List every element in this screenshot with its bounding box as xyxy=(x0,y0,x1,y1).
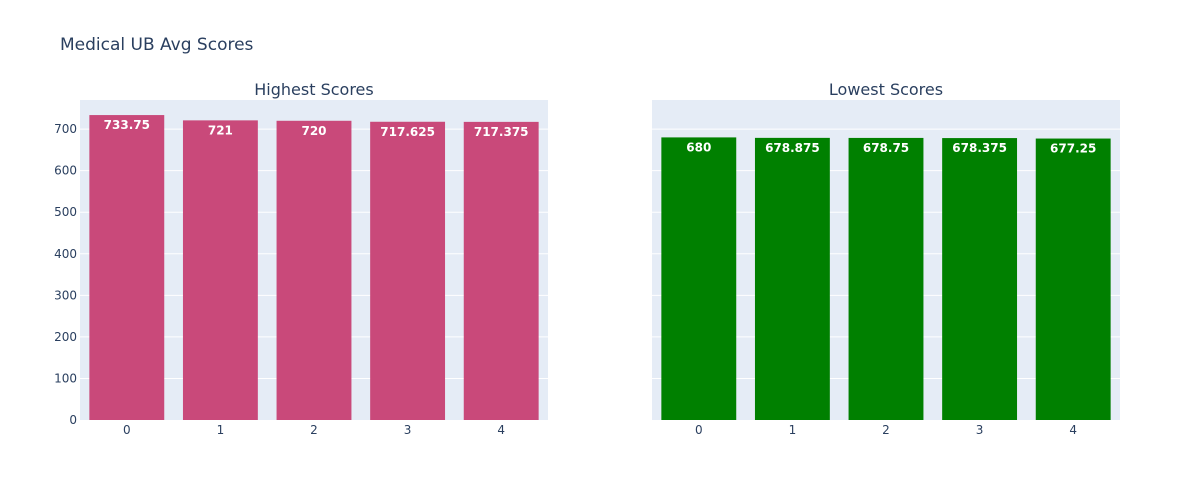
lowest-bar xyxy=(1035,138,1111,420)
highest-y-tick-label: 600 xyxy=(54,164,77,178)
lowest-bar-label: 677.25 xyxy=(1050,142,1096,156)
lowest-bar xyxy=(942,138,1018,420)
lowest-bar xyxy=(754,137,830,421)
lowest-x-tick-label: 0 xyxy=(695,423,703,437)
highest-subplot-title: Highest Scores xyxy=(254,80,373,99)
lowest-x-tick-label: 1 xyxy=(789,423,797,437)
highest-x-tick-label: 2 xyxy=(310,423,318,437)
highest-bar-label: 717.375 xyxy=(474,125,529,139)
lowest-x-tick-label: 4 xyxy=(1069,423,1077,437)
highest-bar-label: 717.625 xyxy=(380,125,435,139)
highest-bar-label: 720 xyxy=(301,124,326,138)
highest-bar-label: 733.75 xyxy=(104,118,150,132)
highest-bar xyxy=(463,121,539,421)
lowest-bar-label: 678.75 xyxy=(863,141,909,155)
lowest-bar xyxy=(848,137,924,421)
highest-x-tick-label: 0 xyxy=(123,423,131,437)
lowest-bar xyxy=(661,137,737,421)
highest-y-tick-label: 700 xyxy=(54,122,77,136)
highest-y-tick-label: 400 xyxy=(54,247,77,261)
highest-bar xyxy=(276,120,352,420)
lowest-bar-label: 678.375 xyxy=(952,141,1007,155)
chart-title: Medical UB Avg Scores xyxy=(60,35,254,55)
highest-bar xyxy=(182,120,258,420)
highest-y-tick-label: 200 xyxy=(54,330,77,344)
highest-y-tick-label: 300 xyxy=(54,288,77,302)
highest-x-tick-label: 3 xyxy=(404,423,412,437)
lowest-x-tick-label: 3 xyxy=(976,423,984,437)
highest-scores-panel: Highest Scores 0 100 200 300 400 500 600 700 733.… xyxy=(54,80,548,437)
highest-y-tick-label: 500 xyxy=(54,205,77,219)
lowest-bar-label: 680 xyxy=(686,140,711,154)
lowest-subplot-title: Lowest Scores xyxy=(829,80,943,99)
highest-bar-label: 721 xyxy=(208,123,233,137)
highest-bar xyxy=(370,121,446,420)
highest-x-tick-label: 4 xyxy=(497,423,505,437)
lowest-x-tick-label: 2 xyxy=(882,423,890,437)
highest-x-tick-label: 1 xyxy=(217,423,225,437)
highest-y-tick-label: 100 xyxy=(54,371,77,385)
lowest-scores-panel: Lowest Scores 680 0 678.875 1 678.75 2 678.375 3… xyxy=(652,80,1120,437)
lowest-bar-label: 678.875 xyxy=(765,141,820,155)
highest-bar xyxy=(89,115,165,420)
highest-y-tick-label: 0 xyxy=(69,413,77,427)
